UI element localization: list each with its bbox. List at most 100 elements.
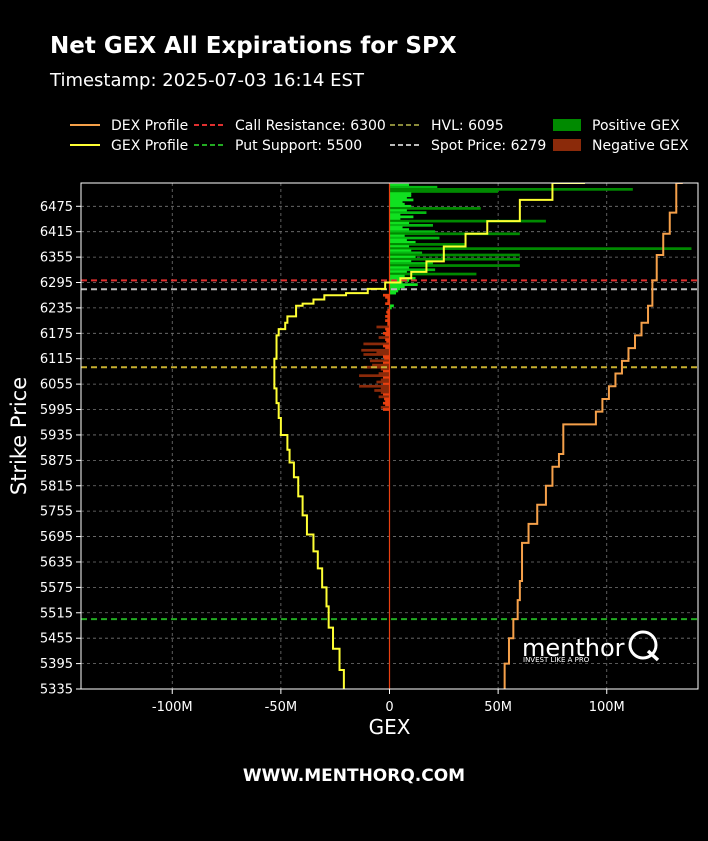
legend-item: Call Resistance: 6300 <box>194 118 386 134</box>
y-axis-ticks: 5335 5395 5455 5515 5575 5635 5695 5755 5815 5875… <box>40 200 81 698</box>
bar-negative-gex <box>382 293 390 297</box>
bar-negative-gex <box>378 372 390 375</box>
bar-positive-gex <box>389 187 633 191</box>
bar-negative-gex <box>374 389 390 392</box>
bar-negative-gex <box>382 393 390 397</box>
bar-negative-gex <box>387 300 390 303</box>
bar-negative-gex <box>385 295 390 299</box>
watermark-brand: menthor <box>522 634 625 662</box>
bar-positive-gex <box>389 251 423 255</box>
bar-negative-gex <box>378 395 390 399</box>
bar-positive-gex <box>389 217 401 221</box>
bar-positive-gex <box>389 228 410 231</box>
bar-positive-gex <box>389 234 405 238</box>
bar-positive-gex <box>389 245 410 248</box>
bar-negative-gex <box>385 327 390 331</box>
bar-positive-gex <box>389 253 520 257</box>
bar-positive-gex <box>389 221 410 225</box>
bar-negative-gex <box>384 397 390 401</box>
bar-positive-gex <box>389 270 407 274</box>
bar-negative-gex <box>380 367 390 371</box>
bar-negative-gex <box>380 406 390 409</box>
bar-negative-gex <box>385 346 390 350</box>
plot-area <box>80 182 699 690</box>
bar-negative-gex <box>382 370 390 373</box>
legend-item: Negative GEX <box>553 138 689 154</box>
bar-negative-gex <box>359 374 390 378</box>
bar-negative-gex <box>363 353 390 356</box>
bar-negative-gex <box>382 382 390 386</box>
bar-negative-gex <box>386 310 390 314</box>
y-tick-label: 5755 <box>40 505 73 520</box>
bar-positive-gex <box>389 185 438 189</box>
x-tick-label: 0 <box>385 700 393 715</box>
legend-label: Positive GEX <box>592 118 680 134</box>
bar-positive-gex <box>389 226 403 229</box>
y-tick-label: 6115 <box>40 352 73 367</box>
y-tick-label: 6295 <box>40 276 73 291</box>
bar-positive-gex <box>389 215 414 219</box>
chart-title: Net GEX All Expirations for SPX <box>50 33 457 59</box>
bar-positive-gex <box>389 279 410 282</box>
bar-positive-gex <box>389 249 412 253</box>
bar-negative-gex <box>382 361 390 365</box>
bar-negative-gex <box>387 312 390 316</box>
gex-bars <box>359 183 692 689</box>
bar-positive-gex <box>389 285 405 289</box>
legend-label: Put Support: 5500 <box>235 138 362 154</box>
bar-negative-gex <box>380 387 390 390</box>
bar-positive-gex <box>389 304 394 308</box>
bar-negative-gex <box>359 384 390 388</box>
legend-item: HVL: 6095 <box>390 118 504 134</box>
bar-negative-gex <box>387 308 390 312</box>
bar-positive-gex <box>389 266 410 270</box>
bar-positive-gex <box>389 213 401 217</box>
bar-positive-gex <box>389 198 414 202</box>
bar-negative-gex <box>361 348 390 352</box>
legend-label: Call Resistance: 6300 <box>235 118 386 134</box>
legend-swatch <box>553 119 581 131</box>
bar-negative-gex <box>382 331 390 335</box>
menthorq-logo-icon <box>628 630 660 662</box>
y-tick-label: 5335 <box>40 683 73 698</box>
bar-positive-gex <box>389 223 433 227</box>
y-tick-label: 5875 <box>40 454 73 469</box>
bar-positive-gex <box>389 207 481 210</box>
y-tick-label: 6355 <box>40 251 73 266</box>
bar-negative-gex <box>382 355 390 358</box>
bar-negative-gex <box>382 344 390 348</box>
bar-negative-gex <box>387 317 390 320</box>
bar-negative-gex <box>363 342 390 346</box>
bar-positive-gex <box>389 190 499 193</box>
bar-negative-gex <box>385 302 390 306</box>
dex-profile-line <box>503 183 683 689</box>
bar-positive-gex <box>389 236 440 240</box>
legend-label: Spot Price: 6279 <box>431 138 546 154</box>
bar-negative-gex <box>386 329 390 333</box>
x-axis-label: GEX <box>369 715 411 739</box>
legend-item: Spot Price: 6279 <box>390 138 546 154</box>
bar-positive-gex <box>389 289 399 293</box>
bar-positive-gex <box>389 259 412 263</box>
bar-positive-gex <box>389 238 407 242</box>
y-tick-label: 5635 <box>40 555 73 570</box>
y-tick-label: 5395 <box>40 657 73 672</box>
gex-profile-line <box>273 183 586 689</box>
bar-negative-gex <box>369 359 390 363</box>
y-tick-label: 5515 <box>40 606 73 621</box>
bar-positive-gex <box>389 209 407 212</box>
bar-positive-gex <box>389 196 407 200</box>
y-tick-label: 5815 <box>40 479 73 494</box>
bar-positive-gex <box>389 232 520 236</box>
y-tick-label: 5995 <box>40 403 73 418</box>
legend-label: DEX Profile <box>111 118 188 134</box>
legend-item: GEX Profile <box>70 138 188 154</box>
y-tick-label: 5455 <box>40 632 73 647</box>
x-tick-label: -100M <box>152 700 193 715</box>
legend-item: Positive GEX <box>553 118 680 134</box>
bar-negative-gex <box>385 403 390 407</box>
bar-positive-gex <box>389 211 427 214</box>
bar-positive-gex <box>389 247 692 250</box>
bar-negative-gex <box>385 338 390 342</box>
bar-negative-gex <box>380 378 390 382</box>
